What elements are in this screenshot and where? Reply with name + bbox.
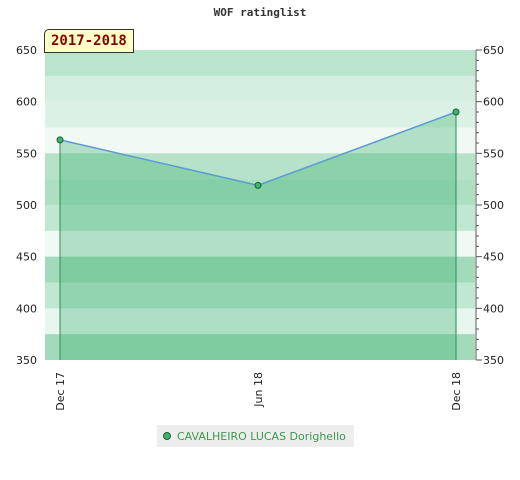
legend[interactable]: CAVALHEIRO LUCAS Dorighello [157,425,354,447]
area-fill-layer [60,112,456,360]
background-band [45,153,475,180]
x-tick-label: Dec 18 [450,372,463,411]
y-tick-label-right: 450 [483,251,504,264]
background-band [45,256,475,283]
y-tick-label-left: 450 [16,251,37,264]
y-tick-label-right: 650 [483,44,504,57]
period-badge: 2017-2018 [44,29,134,53]
y-tick-label-right: 400 [483,302,504,315]
background-band [45,282,475,309]
data-point [254,181,262,189]
y-tick-label-left: 600 [16,96,37,109]
chart-title: WOF ratinglist [213,6,307,19]
drop-lines [59,112,457,360]
data-point [56,136,64,144]
y-tick-label-left: 650 [16,44,37,57]
background-band [45,50,475,76]
y-tick-label-right: 500 [483,199,504,212]
background-band [45,75,475,102]
background-band [45,230,475,257]
y-tick-label-left: 350 [16,354,37,367]
y-tick-label-right: 350 [483,354,504,367]
y-tick-label-left: 500 [16,199,37,212]
y-tick-label-right: 550 [483,147,504,160]
y-tick-label-left: 550 [16,147,37,160]
background-band [45,101,475,128]
data-point [452,108,460,116]
background-bands [45,50,475,360]
x-tick-label: Dec 17 [54,372,67,411]
legend-marker-icon [163,432,171,440]
background-band [45,334,475,360]
background-band [45,308,475,335]
y-tick-label-left: 400 [16,302,37,315]
x-axis: Dec 17 Jun 18 Dec 18 [54,372,463,411]
y-axis-right: 350 400 450 500 550 600 650 [475,44,504,367]
y-tick-label-right: 600 [483,96,504,109]
y-axis-left: 350 400 450 500 550 600 650 [16,44,37,367]
series-area [60,112,456,360]
background-band [45,205,475,231]
legend-label: CAVALHEIRO LUCAS Dorighello [177,429,346,443]
series-layer [56,108,460,189]
x-tick-label: Jun 18 [252,372,265,408]
